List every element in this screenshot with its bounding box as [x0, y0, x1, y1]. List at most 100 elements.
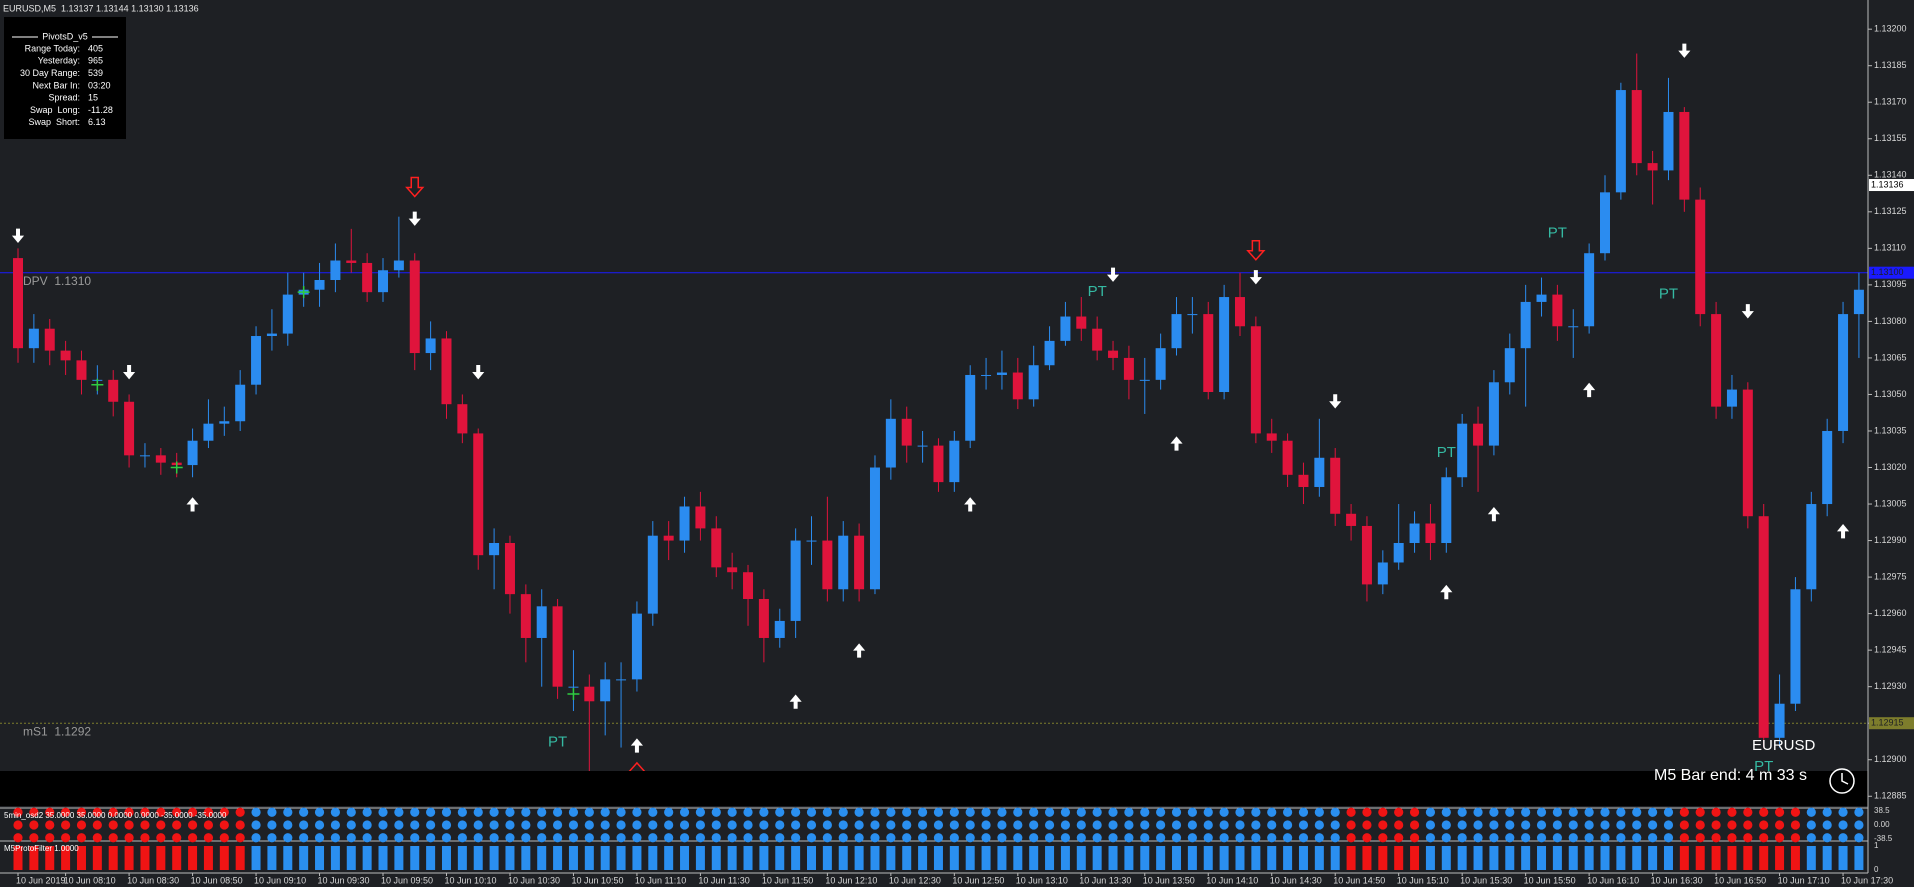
cross-mark — [91, 378, 104, 391]
signal-arrow — [472, 365, 485, 380]
indicator-dot — [679, 807, 690, 817]
filter-bar — [156, 846, 166, 870]
candle-body — [1234, 297, 1245, 327]
indicator-dot — [378, 820, 388, 830]
candle-body — [1790, 589, 1801, 704]
indicator-dot — [410, 833, 420, 843]
filter-bar — [29, 846, 39, 870]
filter-bar — [1854, 846, 1864, 870]
filter-bar — [251, 846, 261, 870]
indicator-label: M5ProtoFilter 1.0000 — [4, 844, 79, 853]
indicator-dot — [854, 807, 864, 817]
filter-bar — [918, 846, 928, 870]
y-tick-label: 1.12990 — [1874, 535, 1907, 545]
indicator-dot — [552, 807, 563, 817]
indicator-dot — [949, 807, 959, 817]
indicator-dot — [505, 807, 515, 817]
filter-bar — [1663, 846, 1673, 870]
candle-body — [60, 350, 71, 361]
filter-bar — [521, 846, 531, 870]
indicator-dot — [632, 807, 642, 817]
x-tick-label: 10 Jun 09:50 — [381, 875, 433, 885]
indicator-dot — [1552, 820, 1562, 830]
candle-body — [1822, 430, 1833, 505]
indicator-dot — [457, 807, 467, 817]
y-tick-label: 1.12885 — [1874, 791, 1907, 801]
indicator-dot — [743, 807, 753, 817]
filter-bar — [1632, 846, 1642, 870]
indicator-dot — [203, 833, 214, 843]
candle-body — [1520, 301, 1531, 349]
filter-bar — [1727, 846, 1737, 870]
filter-bar — [1425, 846, 1435, 870]
candle-body — [28, 328, 39, 349]
indicator-dot — [1378, 820, 1388, 830]
indicator-dot — [981, 820, 991, 830]
filter-bar — [791, 846, 801, 870]
indicator-dot — [1727, 807, 1737, 817]
candle-body — [1711, 314, 1722, 407]
candle-body — [457, 404, 468, 434]
indicator-dot — [1822, 833, 1832, 843]
indicator-dot — [1314, 820, 1324, 830]
indicator-dot — [1695, 833, 1705, 843]
indicator-dot — [997, 820, 1007, 830]
candle-body — [13, 258, 23, 349]
candle-body — [1250, 326, 1261, 434]
indicator-dot — [1060, 820, 1071, 830]
indicator-dot — [838, 807, 848, 817]
x-tick-label: 10 Jun 15:10 — [1397, 875, 1449, 885]
x-tick-label: 10 Jun 12:30 — [889, 875, 941, 885]
indicator-dot — [1473, 820, 1483, 830]
filter-bar — [1473, 846, 1483, 870]
level-tag: 1.13100 — [1871, 267, 1904, 277]
y-tick-label: 1.13080 — [1874, 316, 1907, 326]
x-tick-label: 10 Jun 15:50 — [1524, 875, 1576, 885]
indicator-dot — [695, 833, 706, 843]
filter-bar — [807, 846, 816, 870]
candle-body — [1726, 389, 1737, 407]
indicator-dot — [187, 820, 198, 830]
pt-label: PT — [1088, 283, 1107, 300]
indicator-dot — [743, 833, 753, 843]
indicator-dot — [1425, 820, 1436, 830]
filter-bar — [61, 846, 71, 870]
indicator-dot — [1632, 833, 1642, 843]
indicator-dot — [426, 807, 436, 817]
price-tag: 1.13136 — [1871, 179, 1904, 189]
indicator-dot — [76, 820, 87, 830]
indicator-dot — [1425, 833, 1436, 843]
indicator-dot — [568, 820, 579, 830]
indicator-dot — [997, 807, 1007, 817]
indicator-dot — [1695, 820, 1705, 830]
filter-bar — [1235, 846, 1245, 870]
x-tick-label: 10 Jun 12:10 — [825, 875, 877, 885]
indicator-dot — [1584, 833, 1594, 843]
indicator-dot — [933, 807, 944, 817]
indicator-dot — [362, 807, 372, 817]
indicator-dot — [267, 833, 277, 843]
indicator-dot — [283, 833, 293, 843]
indicator-dot — [822, 833, 832, 843]
candle-body — [1028, 365, 1039, 400]
indicator-dot — [1298, 820, 1309, 830]
indicator-dot — [1140, 807, 1150, 817]
indicator-dot — [1759, 820, 1769, 830]
y-tick-label: 1.13095 — [1874, 279, 1907, 289]
indicator-dot — [13, 820, 23, 830]
indicator-dot — [584, 833, 594, 843]
clock-icon — [1829, 768, 1855, 794]
indicator-dot — [1584, 807, 1594, 817]
indicator-dot — [1727, 833, 1737, 843]
indicator-dot — [1616, 807, 1626, 817]
indicator-dot — [822, 807, 832, 817]
indicator-dot — [791, 820, 801, 830]
candle-body — [124, 401, 135, 456]
filter-bar — [1568, 846, 1578, 870]
signal-arrow — [11, 228, 25, 243]
indicator-dot — [1679, 807, 1689, 817]
indicator-dot — [1584, 820, 1594, 830]
indicator-dot — [775, 820, 785, 830]
filter-bar — [457, 846, 467, 870]
candle-body — [996, 372, 1007, 375]
